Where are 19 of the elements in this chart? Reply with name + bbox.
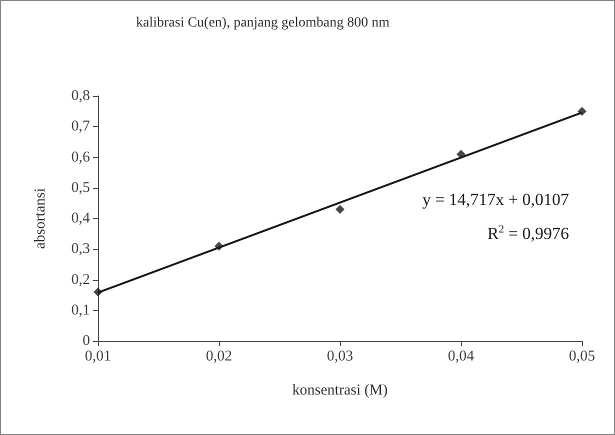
y-tick-label: 0,7 xyxy=(71,118,90,135)
x-tick-label: 0,01 xyxy=(84,348,112,364)
x-tick-label: 0,05 xyxy=(568,348,596,364)
y-tick-label: 0,6 xyxy=(71,149,90,166)
point xyxy=(336,204,344,214)
x-axis-title: konsentrasi (M) xyxy=(292,382,388,398)
y-tick-label: 0,2 xyxy=(71,272,90,288)
y-tick-label: 0,8 xyxy=(71,88,90,104)
x-tick-label: 0,03 xyxy=(326,348,354,364)
y-axis-title: absortansi xyxy=(32,188,48,249)
y-tick-label: 0,4 xyxy=(71,210,90,226)
y-tick-label: 0,5 xyxy=(71,180,90,196)
y-tick-label: 0 xyxy=(82,333,90,349)
y-tick-label: 0,3 xyxy=(71,241,90,258)
x-tick-label: 0,04 xyxy=(448,348,475,364)
x-tick-label: 0,02 xyxy=(206,348,232,364)
y-tick-label: 0,1 xyxy=(71,302,90,318)
annotation: y = 14,717x + 0,0107 xyxy=(422,190,570,209)
chart-title: kalibrasi Cu(en), panjang gelombang 800 nm xyxy=(136,16,390,30)
